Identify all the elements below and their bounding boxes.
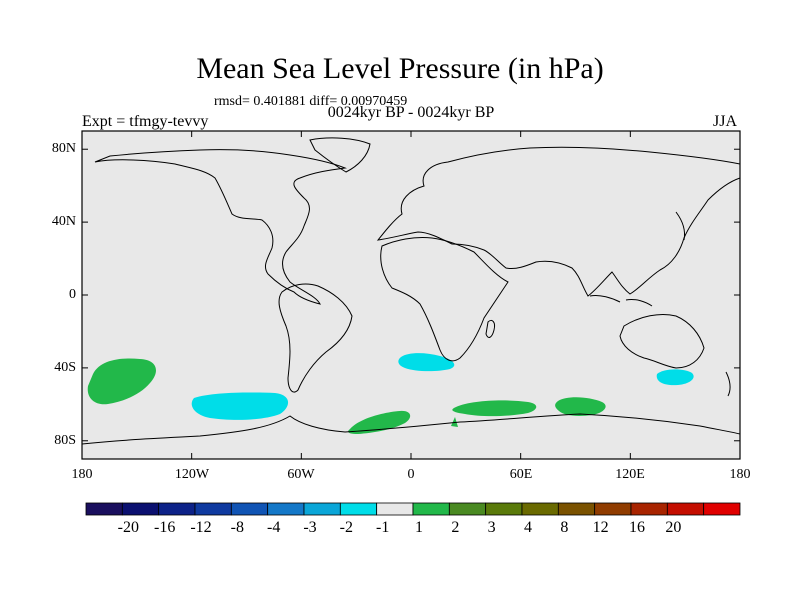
x-tick-label: 60W xyxy=(287,467,315,482)
southern-ocean-positive-region-1 xyxy=(348,410,411,434)
north-america-coast xyxy=(94,149,347,305)
colorbar-swatch xyxy=(339,502,378,516)
colorbar-swatch xyxy=(121,502,160,516)
y-tick-label: 80S xyxy=(54,433,76,448)
x-tick-label: 180 xyxy=(71,467,93,482)
colorbar-label: -12 xyxy=(190,519,212,536)
map-background xyxy=(82,131,740,459)
axis-ticks xyxy=(81,131,741,459)
madagascar-coast xyxy=(485,319,495,338)
colorbar-swatch xyxy=(303,502,341,516)
x-tick-label: 180 xyxy=(729,467,751,482)
colorbar-label: -1 xyxy=(375,519,390,536)
colorbar-label: 2 xyxy=(451,519,460,536)
tasman-negative-region xyxy=(656,369,694,386)
colorbar-swatch xyxy=(594,502,632,516)
south-atlantic-negative-region xyxy=(398,353,455,372)
colorbar-label: -4 xyxy=(266,519,281,536)
colorbar-label: 20 xyxy=(665,519,682,536)
colorbar-swatch xyxy=(194,502,232,516)
southern-ocean-positive-region-2 xyxy=(452,400,537,417)
japan-coast xyxy=(675,211,685,241)
stats-label: rmsd= 0.401881 diff= 0.00970459 xyxy=(214,94,408,109)
colorbar-label: -20 xyxy=(117,519,139,536)
x-tick-label: 120E xyxy=(615,467,645,482)
colorbar-label: 8 xyxy=(560,519,569,536)
weddell-small-positive-region xyxy=(451,417,458,427)
colorbar-label: 3 xyxy=(487,519,496,536)
colorbar-label: 1 xyxy=(415,519,423,536)
greenland-coast xyxy=(309,137,371,173)
experiment-label: Expt = tfmgy-tevvy xyxy=(82,113,209,130)
colorbar-swatch xyxy=(448,502,487,516)
colorbar-label: -8 xyxy=(230,519,244,536)
colorbar-swatch xyxy=(85,502,123,516)
colorbar xyxy=(85,502,741,516)
colorbar-swatch xyxy=(630,502,668,516)
season-label: JJA xyxy=(713,113,738,130)
colorbar-label: 12 xyxy=(592,519,609,536)
period-label: 0024kyr BP - 0024kyr BP xyxy=(327,104,495,121)
indonesia-coast xyxy=(589,295,653,307)
colorbar-swatch xyxy=(703,502,741,516)
africa-coast xyxy=(380,237,509,362)
colorbar-label: 16 xyxy=(629,519,645,536)
plot-title: Mean Sea Level Pressure (in hPa) xyxy=(196,52,604,85)
colorbar-label: -3 xyxy=(303,519,317,536)
y-tick-label: 80N xyxy=(51,141,76,156)
coastlines xyxy=(81,137,741,445)
colorbar-swatch xyxy=(485,502,523,516)
colorbar-swatch xyxy=(376,502,414,516)
x-tick-label: 120W xyxy=(174,467,210,482)
colorbar-swatch xyxy=(412,502,450,516)
colorbar-swatch xyxy=(666,502,705,516)
x-tick-label: 0 xyxy=(407,467,415,482)
x-tick-label: 60E xyxy=(509,467,533,482)
colorbar-swatch xyxy=(521,502,559,516)
y-tick-label: 40S xyxy=(54,360,76,375)
y-tick-label: 0 xyxy=(69,287,76,302)
colorbar-label: -16 xyxy=(153,519,176,536)
south-america-coast xyxy=(278,283,353,393)
antarctica-coast xyxy=(81,413,741,445)
southeast-pacific-negative-region xyxy=(191,392,289,420)
southern-ocean-positive-region-3 xyxy=(555,397,606,416)
eurasia-coast xyxy=(376,146,741,297)
y-tick-label: 40N xyxy=(51,214,76,229)
south-pacific-positive-region xyxy=(87,358,156,405)
colorbar-swatch xyxy=(267,502,305,516)
colorbar-label: -2 xyxy=(339,519,353,536)
colorbar-swatch xyxy=(230,502,269,516)
colorbar-swatch xyxy=(557,502,596,516)
colorbar-swatch xyxy=(158,502,196,516)
colorbar-label: 4 xyxy=(524,519,532,536)
australia-coast xyxy=(619,313,705,369)
new-zealand-coast xyxy=(725,371,731,397)
